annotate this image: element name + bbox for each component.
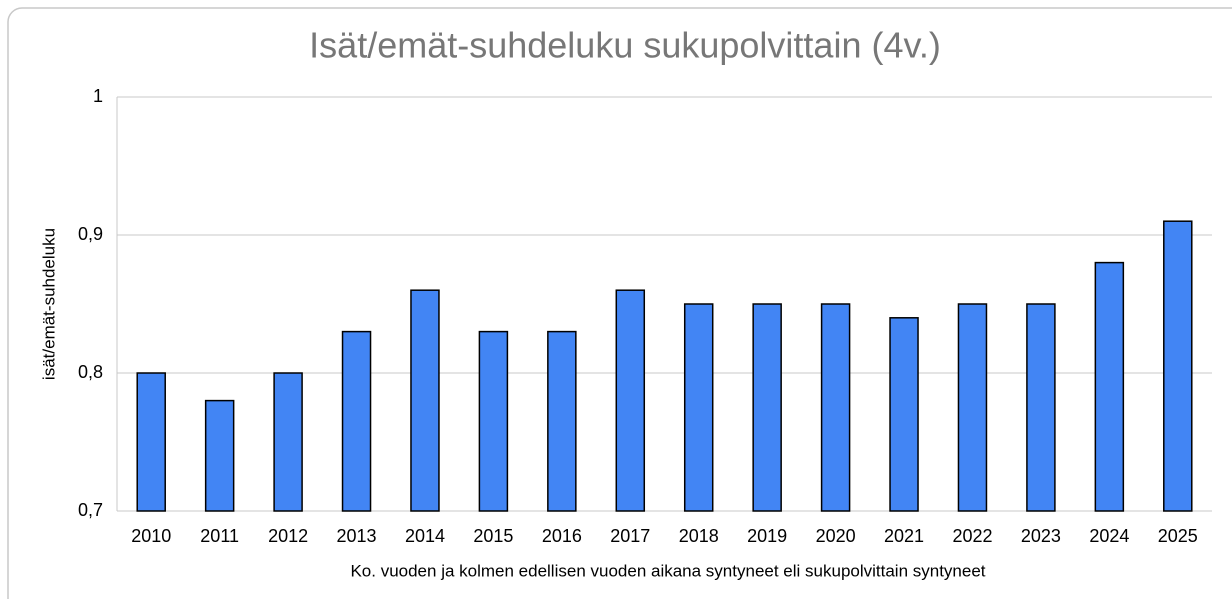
y-tick-label: 0,8 (78, 362, 103, 382)
x-tick-label: 2020 (816, 526, 856, 546)
bar (615, 289, 646, 512)
bar (547, 330, 577, 512)
bar (683, 303, 714, 512)
x-tick-label: 2023 (1021, 526, 1061, 546)
y-tick-label: 1 (93, 86, 103, 106)
x-tick-label: 2011 (200, 526, 239, 546)
bar (1163, 220, 1193, 512)
bar (478, 330, 509, 512)
y-axis-label: isät/emät-suhdeluku (39, 228, 58, 380)
x-tick-label: 2017 (610, 526, 650, 546)
bar (1094, 261, 1125, 512)
x-tick-label: 2012 (268, 526, 308, 546)
chart-title: Isät/emät-suhdeluku sukupolvittain (4v.) (309, 25, 941, 66)
bar (136, 372, 166, 512)
x-tick-label: 2016 (542, 526, 582, 546)
x-tick-label: 2022 (952, 526, 992, 546)
bar (752, 303, 782, 512)
bar (410, 289, 440, 512)
x-tick-label: 2019 (747, 526, 787, 546)
bar (273, 372, 303, 512)
x-tick-label: 2014 (405, 526, 445, 546)
x-tick-label: 2010 (131, 526, 171, 546)
bar (341, 330, 372, 512)
y-tick-label: 0,9 (78, 224, 103, 244)
y-tick-label: 0,7 (78, 500, 103, 520)
bar (204, 399, 235, 512)
x-tick-label: 2013 (337, 526, 377, 546)
x-tick-label: 2021 (884, 526, 924, 546)
bar (1026, 303, 1056, 512)
x-tick-label: 2018 (679, 526, 719, 546)
x-axis-label: Ko. vuoden ja kolmen edellisen vuoden ai… (350, 561, 985, 580)
x-tick-label: 2025 (1158, 526, 1198, 546)
x-tick-label: 2024 (1089, 526, 1129, 546)
bar (889, 317, 919, 512)
bar (820, 303, 851, 512)
x-tick-label: 2015 (473, 526, 513, 546)
bar (957, 303, 988, 512)
